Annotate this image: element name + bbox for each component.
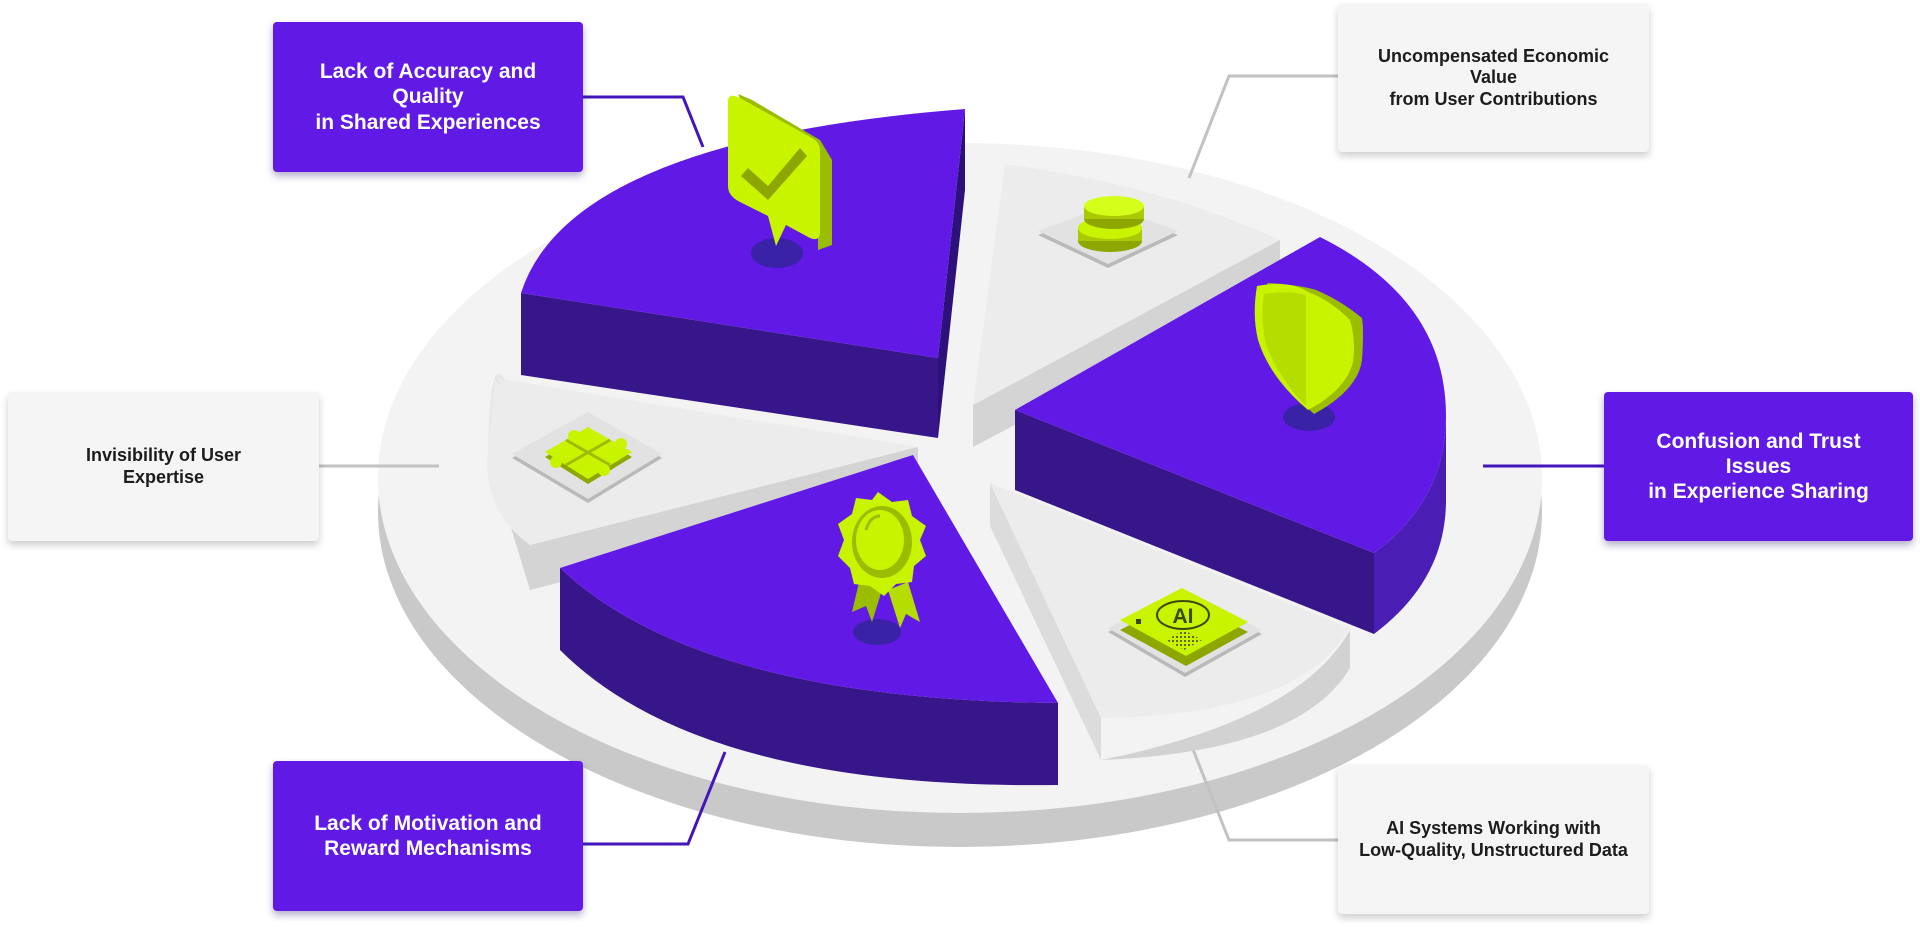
coins-icon (1038, 196, 1178, 268)
callout-economic: Uncompensated Economic Value from User C… (1338, 4, 1649, 152)
checkmark-badge-icon (728, 94, 832, 268)
callout-economic-text: Uncompensated Economic Value from User C… (1377, 45, 1610, 109)
connector-lines (319, 74, 1604, 846)
callout-ai-data: AI Systems Working with Low-Quality, Uns… (1338, 765, 1649, 914)
callout-accuracy-text: Lack of Accuracy and Quality in Shared E… (315, 60, 541, 134)
callout-motivation-text: Lack of Motivation and Reward Mechanisms (314, 811, 542, 860)
shield-icon (1254, 283, 1363, 431)
callout-trust-text: Confusion and Trust Issues in Experience… (1648, 429, 1869, 504)
callout-motivation: Lack of Motivation and Reward Mechanisms (273, 761, 583, 911)
ai-chip-icon: AI (1108, 588, 1262, 677)
callout-expertise-text: Invisibility of User Expertise (85, 444, 242, 487)
callout-expertise: Invisibility of User Expertise (8, 392, 319, 541)
callout-accuracy: Lack of Accuracy and Quality in Shared E… (273, 22, 583, 172)
chip-text: AI (1173, 605, 1194, 628)
award-ribbon-icon (838, 492, 926, 645)
callout-trust: Confusion and Trust Issues in Experience… (1604, 392, 1913, 541)
callout-ai-data-text: AI Systems Working with Low-Quality, Uns… (1359, 817, 1628, 860)
slice-motivation (560, 455, 1058, 786)
puzzle-icon (512, 412, 662, 503)
slice-accuracy (521, 109, 965, 438)
